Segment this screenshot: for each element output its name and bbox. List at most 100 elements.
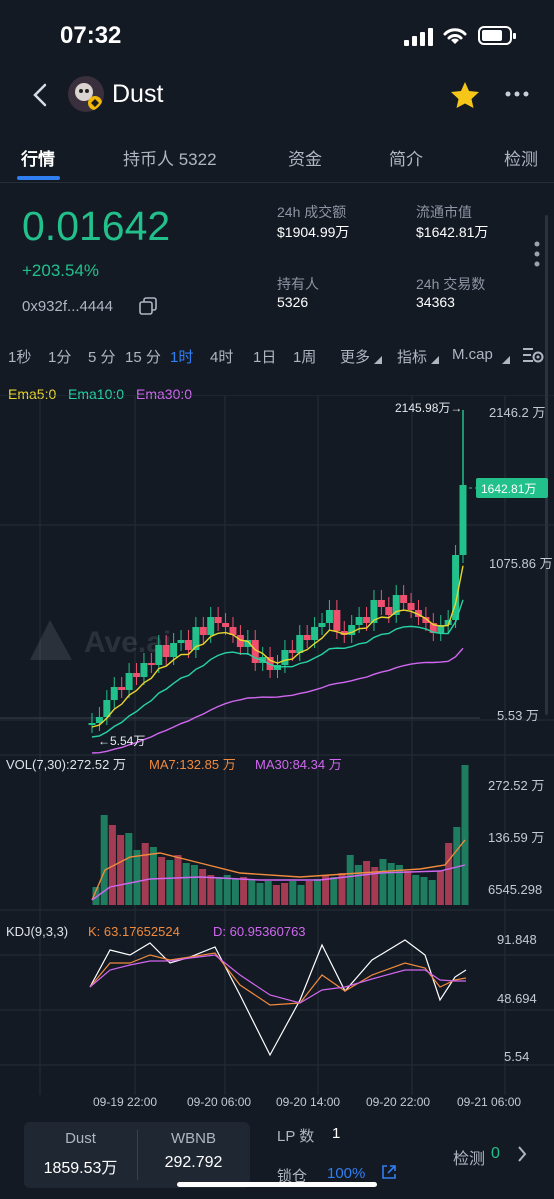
stat-value: $1904.99万 [277, 224, 350, 240]
scrollbar[interactable] [545, 215, 548, 715]
kdj-axis-label: 91.848 [497, 932, 537, 947]
candlestick [140, 663, 148, 677]
ema10-legend: Ema10:0 [68, 386, 125, 402]
candlestick [192, 627, 200, 650]
vertical-more-icon[interactable] [533, 240, 541, 270]
candlestick [170, 643, 178, 657]
volume-axis-label: 6545.298 [488, 882, 542, 897]
volume-axis-label: 272.52 万 [488, 778, 544, 793]
stat-label: 24h 交易数 [416, 276, 486, 292]
volume-ma30-legend: MA30:84.34 万 [255, 757, 342, 772]
candlestick [110, 687, 118, 700]
volume-bar [264, 881, 272, 905]
candlestick [348, 625, 356, 635]
token-price: 0.01642 [22, 203, 171, 249]
check-label[interactable]: 检测 [453, 1151, 486, 1168]
volume-bar [215, 877, 223, 905]
back-icon[interactable] [30, 82, 50, 108]
volume-bar [363, 861, 371, 905]
kdj-lines [89, 939, 467, 1057]
ema5-line [91, 565, 464, 728]
more-icon[interactable] [504, 90, 530, 98]
candlestick [459, 485, 467, 555]
more-timeframes-dropdown[interactable]: 更多 [340, 349, 371, 366]
lock-label: 锁仓 [277, 1168, 308, 1185]
tab-intro[interactable]: 简介 [389, 150, 423, 169]
chart-settings-icon[interactable] [522, 345, 544, 367]
current-price-label: 1642.81万 [481, 482, 536, 496]
candlestick [236, 635, 244, 647]
timeframe-1d[interactable]: 1日 [253, 349, 277, 366]
timeframe-15m[interactable]: 15 分 [125, 349, 161, 366]
volume-bar [387, 863, 395, 905]
lock-value[interactable]: 100% [327, 1165, 366, 1182]
star-icon[interactable] [450, 81, 480, 109]
timeframe-1s[interactable]: 1秒 [8, 349, 32, 366]
time-axis-label: 09-21 06:00 [457, 1095, 521, 1109]
ema10-line [91, 599, 464, 738]
candlestick [222, 623, 230, 627]
volume-bar [379, 859, 387, 905]
candlestick [452, 555, 460, 620]
tab-check[interactable]: 检测 [504, 150, 538, 169]
low-price-label: ←5.54万 [98, 734, 145, 748]
stat-value: 5326 [277, 294, 309, 310]
pair-liquidity-box: Dust 1859.53万 WBNB 292.792 [24, 1122, 250, 1188]
timeframe-1w[interactable]: 1周 [293, 349, 317, 366]
divider [0, 182, 554, 183]
candlestick [414, 610, 422, 617]
copy-icon[interactable] [139, 297, 157, 315]
volume-bar [297, 885, 305, 905]
volume-bar [231, 879, 239, 905]
volume-bar [117, 835, 125, 905]
volume-bar [281, 883, 289, 905]
high-price-label: 2145.98万→ [395, 401, 462, 415]
divider [137, 1130, 138, 1180]
indicator-dropdown[interactable]: 指标 [397, 349, 428, 366]
candlestick [184, 640, 192, 650]
timeframe-5m[interactable]: 5 分 [88, 349, 116, 366]
volume-bar [330, 877, 338, 905]
candlestick [207, 617, 215, 635]
check-count[interactable]: 0 [491, 1145, 500, 1162]
chevron-right-icon[interactable] [516, 1145, 528, 1163]
candlestick [214, 617, 222, 623]
tab-market[interactable]: 行情 [21, 150, 55, 169]
caret-icon [374, 356, 382, 364]
candlestick [444, 620, 452, 625]
volume-bar [108, 825, 116, 905]
candlestick [363, 617, 371, 623]
volume-legend: VOL(7,30):272.52 万 [6, 757, 126, 772]
price-chart[interactable]: Ave.ai 2145.98万→ ←5.54万 1642.81万 2146.2 … [0, 395, 554, 1110]
candlestick [88, 723, 96, 725]
timeframe-1m[interactable]: 1分 [48, 349, 72, 366]
tab-holders[interactable]: 持币人 5322 [123, 150, 217, 169]
timeframe-1h[interactable]: 1时 [170, 349, 194, 366]
mcap-dropdown[interactable]: M.cap [452, 346, 493, 363]
kdj-legend: KDJ(9,3,3) [6, 924, 68, 939]
kdj-d-legend: D: 60.95360763 [213, 924, 306, 939]
candlestick [177, 640, 185, 643]
home-indicator [177, 1182, 377, 1187]
candlestick [266, 657, 274, 670]
volume-bar [182, 863, 190, 905]
price-axis-label: 2146.2 万 [489, 405, 545, 420]
external-link-icon[interactable] [381, 1164, 397, 1180]
timeframe-4h[interactable]: 4时 [210, 349, 234, 366]
kdj-axis-label: 48.694 [497, 991, 537, 1006]
tab-funds[interactable]: 资金 [288, 150, 322, 169]
lp-label: LP 数 [277, 1128, 315, 1145]
battery-icon [478, 26, 516, 45]
volume-bar [207, 875, 215, 905]
volume-ma-lines [91, 839, 466, 901]
candlestick [318, 623, 326, 627]
volume-bar [256, 883, 264, 905]
volume-bar [272, 885, 280, 905]
candlestick [370, 600, 378, 623]
candlestick [296, 635, 304, 653]
candlestick [244, 640, 252, 647]
candlestick [281, 650, 289, 665]
volume-bars [92, 765, 469, 905]
candlestick [355, 617, 363, 625]
candlestick [429, 623, 437, 633]
